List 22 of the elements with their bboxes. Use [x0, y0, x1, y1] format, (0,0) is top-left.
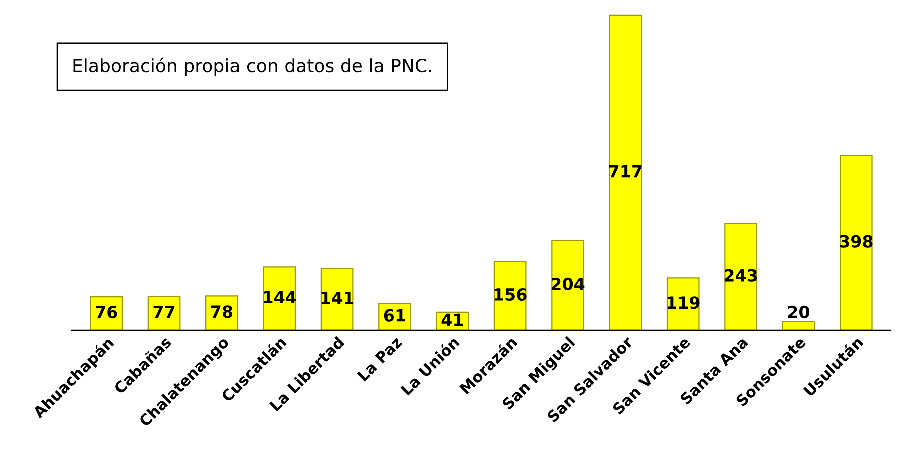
data-label: 20: [788, 306, 810, 318]
bar: [666, 278, 700, 330]
data-label: 156: [494, 288, 527, 302]
data-label: 76: [96, 306, 118, 319]
bar: [724, 223, 758, 330]
bar: [320, 268, 354, 330]
bar: [782, 321, 816, 330]
annotation: Elaboración propia con datos de la PNC.: [74, 58, 432, 76]
x-tick-label: La Paz: [357, 336, 403, 382]
bar: [840, 155, 873, 330]
data-label: 398: [840, 235, 873, 248]
data-label: 77: [154, 306, 175, 318]
data-label: 243: [724, 269, 758, 282]
data-label: 78: [211, 306, 233, 318]
data-label: 119: [668, 296, 700, 310]
data-label: 141: [322, 292, 354, 304]
data-label: 61: [384, 309, 406, 322]
bar: [609, 14, 642, 330]
data-label: 41: [442, 314, 464, 326]
data-label: 717: [609, 165, 642, 178]
bar: [552, 240, 584, 330]
bar: [494, 261, 527, 330]
